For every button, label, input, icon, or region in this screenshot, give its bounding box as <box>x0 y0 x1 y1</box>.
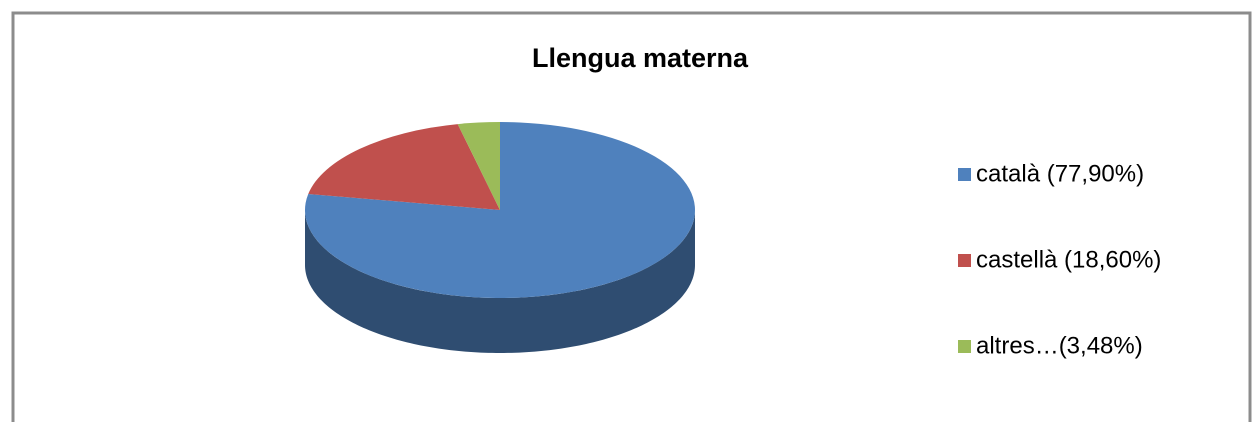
chart-frame <box>11 11 1252 422</box>
legend-text: castellà (18,60%) <box>976 246 1161 273</box>
legend-swatch <box>958 254 971 267</box>
legend-swatch <box>958 340 971 353</box>
legend-text: català (77,90%) <box>976 160 1144 187</box>
pie-side <box>305 210 695 353</box>
chart-title: Llengua materna <box>532 43 749 73</box>
pie-slice <box>457 122 500 210</box>
legend-text: altres…(3,48%) <box>976 332 1143 359</box>
legend-swatch <box>958 168 971 181</box>
pie-slice <box>308 124 500 210</box>
